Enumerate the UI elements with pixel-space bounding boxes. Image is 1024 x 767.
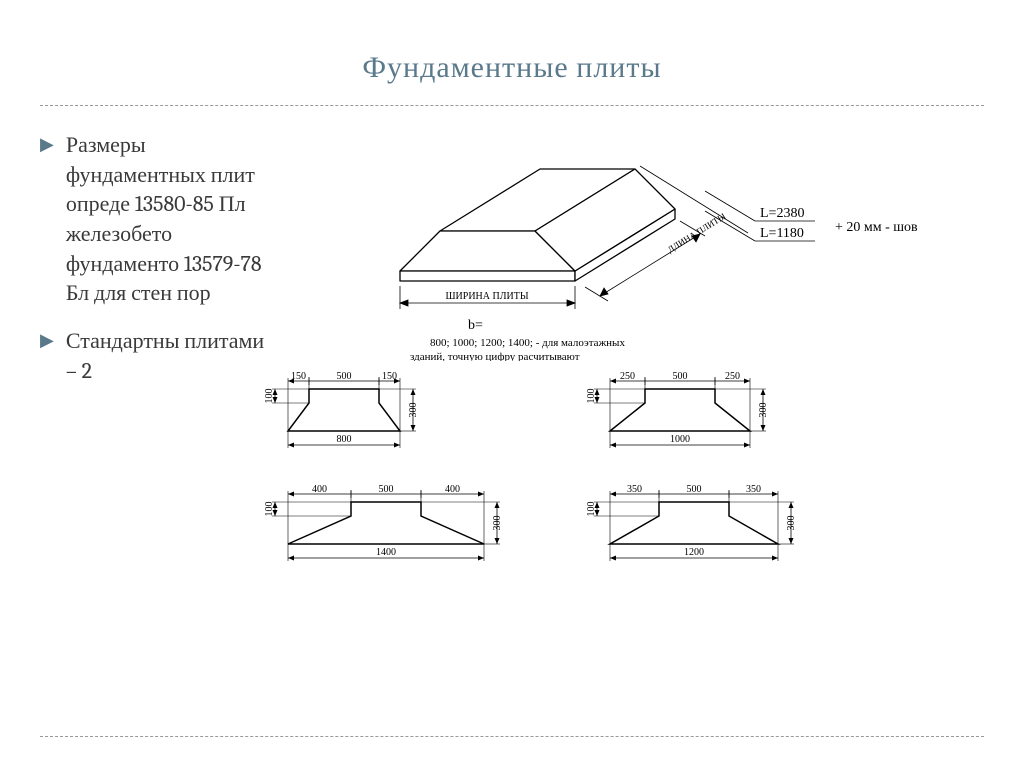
section-col-left: 150 500 150 800 100 300 400 500 400 1400 100 300 bbox=[260, 371, 512, 597]
bullet-list: ▶ Размеры фундаментных плит опреде 13580… bbox=[40, 131, 270, 597]
slide: Фундаментные плиты ▶ Размеры фундаментны… bbox=[0, 0, 1024, 767]
content-area: ▶ Размеры фундаментных плит опреде 13580… bbox=[40, 131, 984, 597]
svg-text:100: 100 bbox=[586, 502, 597, 517]
svg-text:300: 300 bbox=[492, 516, 503, 531]
section-1400: 400 500 400 1400 100 300 bbox=[260, 484, 512, 572]
bullet-marker-icon: ▶ bbox=[40, 131, 54, 309]
section-col-right: 250 500 250 1000 100 300 350 500 350 1200 100 300 bbox=[582, 371, 806, 597]
sections-row: 150 500 150 800 100 300 400 500 400 1400 100 300 2… bbox=[260, 371, 984, 597]
page-title: Фундаментные плиты bbox=[40, 50, 984, 85]
svg-text:300: 300 bbox=[786, 516, 797, 531]
b-label: b= bbox=[468, 318, 483, 333]
svg-text:150: 150 bbox=[382, 371, 397, 382]
iso-svg: ШИРИНА ПЛИТЫ b= ДЛИНА ПЛИТЫ bbox=[340, 131, 980, 361]
section-1200: 350 500 350 1200 100 300 bbox=[582, 484, 806, 572]
seam-label: + 20 мм - шов bbox=[835, 220, 918, 235]
svg-text:250: 250 bbox=[620, 371, 635, 382]
svg-text:100: 100 bbox=[264, 389, 275, 404]
svg-text:100: 100 bbox=[586, 389, 597, 404]
svg-text:300: 300 bbox=[408, 403, 419, 418]
svg-text:500: 500 bbox=[673, 371, 688, 382]
bullet-text: Размеры фундаментных плит опреде 13580-8… bbox=[66, 131, 270, 309]
svg-text:500: 500 bbox=[687, 484, 702, 495]
svg-text:800: 800 bbox=[337, 434, 352, 445]
divider-bottom bbox=[40, 736, 984, 737]
bullet-item: ▶ Стандартны плитами – 2 bbox=[40, 327, 270, 386]
svg-text:500: 500 bbox=[337, 371, 352, 382]
bullet-text: Стандартны плитами – 2 bbox=[66, 327, 270, 386]
l2-label: L=1180 bbox=[760, 226, 804, 241]
svg-text:350: 350 bbox=[627, 484, 642, 495]
svg-text:1000: 1000 bbox=[670, 434, 690, 445]
svg-text:350: 350 bbox=[746, 484, 761, 495]
svg-text:500: 500 bbox=[379, 484, 394, 495]
svg-text:300: 300 bbox=[758, 403, 769, 418]
svg-text:1200: 1200 bbox=[684, 547, 704, 558]
bullet-item: ▶ Размеры фундаментных плит опреде 13580… bbox=[40, 131, 270, 309]
note-line2: зданий, точную цифру расчитывают bbox=[410, 351, 580, 361]
width-label: ШИРИНА ПЛИТЫ bbox=[445, 291, 528, 302]
svg-text:1400: 1400 bbox=[376, 547, 396, 558]
svg-text:150: 150 bbox=[291, 371, 306, 382]
svg-text:400: 400 bbox=[445, 484, 460, 495]
divider-top bbox=[40, 105, 984, 106]
note-line1: 800; 1000; 1200; 1400; - для малоэтажных bbox=[430, 337, 625, 349]
svg-text:250: 250 bbox=[725, 371, 740, 382]
diagram-area: ШИРИНА ПЛИТЫ b= ДЛИНА ПЛИТЫ bbox=[290, 131, 984, 597]
bullet-marker-icon: ▶ bbox=[40, 327, 54, 386]
svg-text:400: 400 bbox=[312, 484, 327, 495]
section-1000: 250 500 250 1000 100 300 bbox=[582, 371, 778, 459]
section-800: 150 500 150 800 100 300 bbox=[260, 371, 428, 459]
isometric-diagram: ШИРИНА ПЛИТЫ b= ДЛИНА ПЛИТЫ bbox=[340, 131, 984, 361]
svg-text:100: 100 bbox=[264, 502, 275, 517]
l1-label: L=2380 bbox=[760, 206, 804, 221]
